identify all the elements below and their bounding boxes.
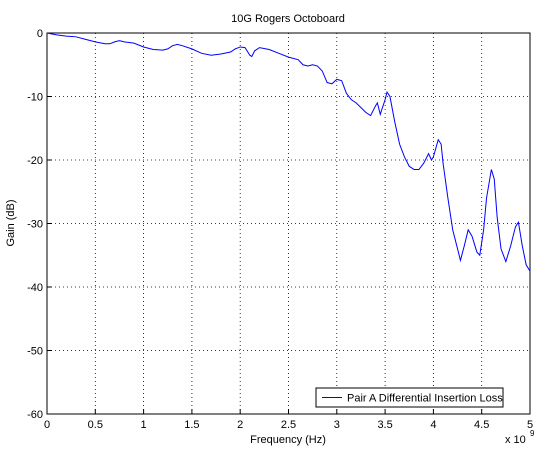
x-tick-label: 1.5 [184, 419, 199, 431]
x-tick-label: 5 [527, 419, 533, 431]
x-tick-label: 3.5 [377, 419, 392, 431]
y-tick-label: -20 [27, 155, 43, 167]
y-tick-label: -60 [27, 409, 43, 421]
y-tick-label: -40 [27, 282, 43, 294]
x-tick-label: 0 [44, 419, 50, 431]
x-tick-label: 4.5 [474, 419, 489, 431]
x-tick-label: 4 [430, 419, 436, 431]
x-tick-label: 2.5 [281, 419, 296, 431]
y-tick-label: 0 [37, 28, 43, 40]
x-tick-label: 1 [141, 419, 147, 431]
y-axis-label: Gain (dB) [5, 199, 17, 246]
line [46, 32, 531, 272]
y-tick-label: -30 [27, 219, 43, 231]
y-tick-label: -10 [27, 92, 43, 104]
y-tick-label: -50 [27, 346, 43, 358]
legend-box [315, 387, 504, 408]
legend-label: Pair A Differential Insertion Loss [347, 393, 503, 405]
chart-title: 10G Rogers Octoboard [231, 13, 345, 25]
x-axis-label: Frequency (Hz) [250, 434, 326, 446]
x-tick-label: 0.5 [88, 419, 103, 431]
x-tick-label: 3 [334, 419, 340, 431]
x-multiplier: x 10 [505, 434, 526, 446]
x-tick-label: 2 [237, 419, 243, 431]
plot-frame [46, 32, 531, 415]
x-multiplier-exponent: 9 [530, 429, 535, 438]
